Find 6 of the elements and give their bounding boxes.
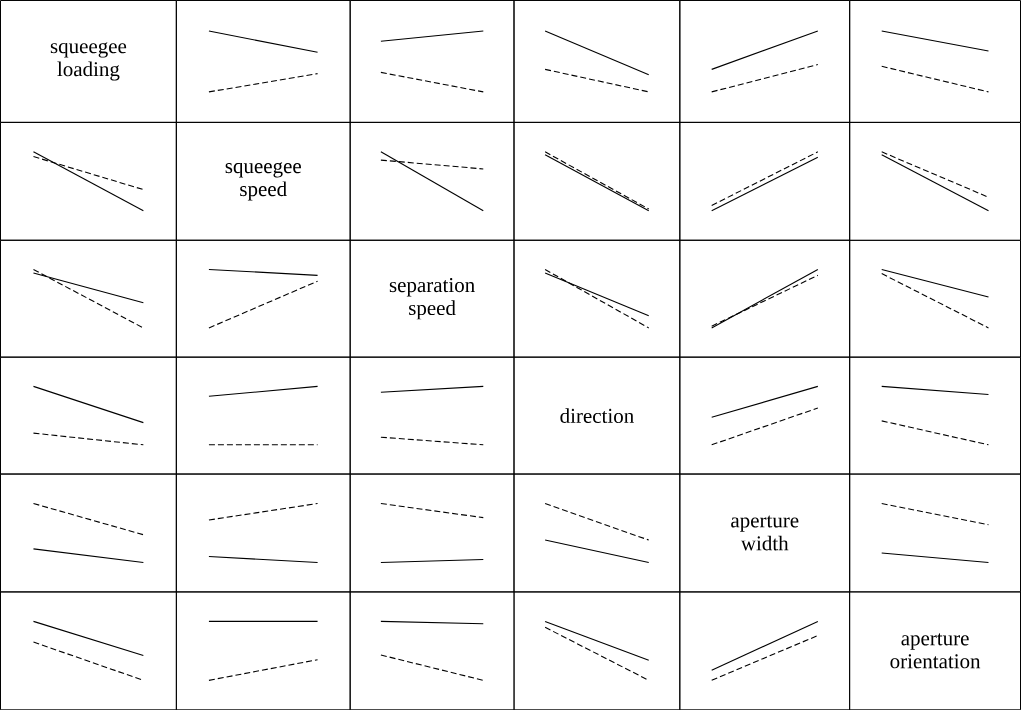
text: direction xyxy=(560,408,634,423)
text: aperture orientation xyxy=(890,633,981,669)
text: squeegee loading xyxy=(50,42,127,81)
text: aperture width xyxy=(731,515,799,551)
text: separation speed xyxy=(389,277,475,320)
text: squeegee speed xyxy=(225,162,301,201)
